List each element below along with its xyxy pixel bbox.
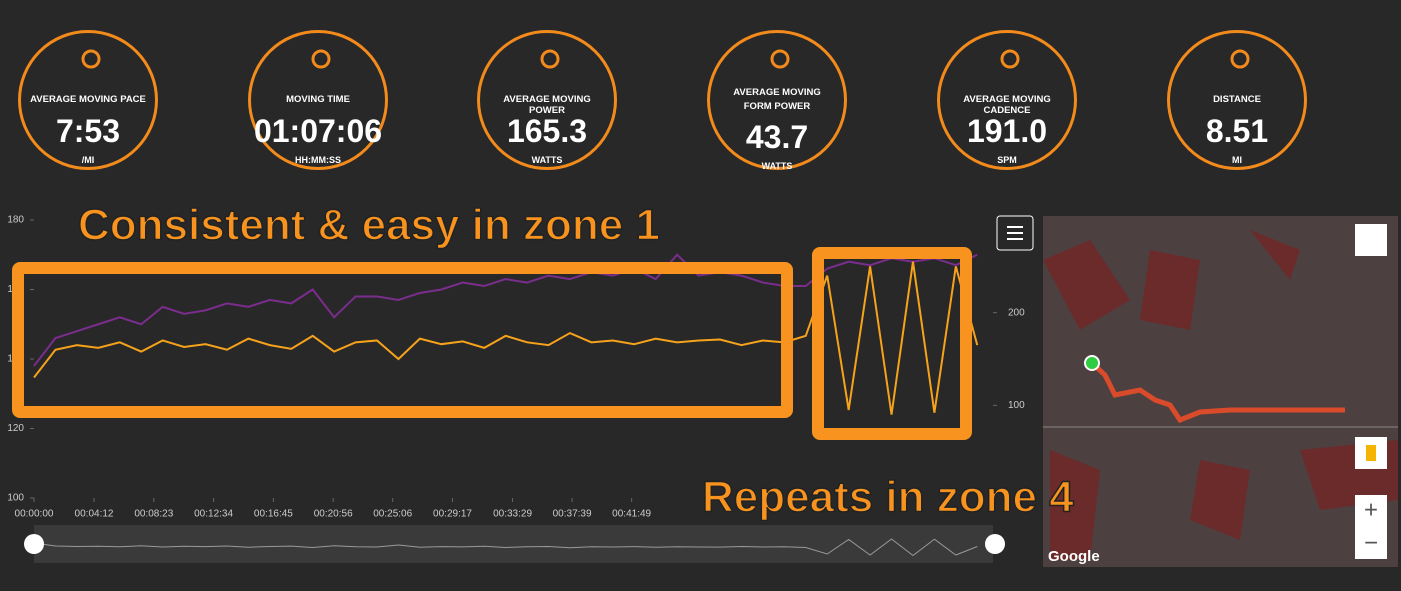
map-attribution: Google xyxy=(1048,548,1100,565)
start-marker xyxy=(1084,355,1100,371)
annotation-box xyxy=(12,262,793,418)
y-tick-label: 120 xyxy=(7,423,24,434)
stat-label: AVERAGE MOVING PACE xyxy=(30,94,146,105)
stat-label: MOVING TIME xyxy=(286,94,350,105)
x-tick-label: 00:00:00 xyxy=(15,509,54,520)
zoom-out[interactable]: − xyxy=(1364,529,1378,556)
map-region xyxy=(1043,230,1398,560)
stat-unit: WATTS xyxy=(531,155,563,165)
x-tick-label: 00:12:34 xyxy=(194,509,233,520)
series-line xyxy=(33,261,979,415)
navigator xyxy=(34,525,993,563)
stat-card: MOVING TIME 01:07:06 HH:MM:SS xyxy=(248,30,388,170)
stat-label: AVERAGE MOVING POWER xyxy=(503,94,591,116)
stat-value: 7:53 xyxy=(55,113,121,149)
stat-card: AVERAGE MOVING POWER 165.3 WATTS xyxy=(477,30,617,170)
fullscreen-button[interactable] xyxy=(1355,224,1387,256)
navigator-handle[interactable] xyxy=(985,534,1005,554)
stat-value: 191.0 xyxy=(966,113,1048,149)
annotation-box xyxy=(812,247,972,440)
stat-value: 8.51 xyxy=(1205,113,1269,149)
y-tick-label: 180 xyxy=(7,215,24,226)
y2-tick-label: 200 xyxy=(1008,307,1025,318)
stat-card: AVERAGE MOVING CADENCE 191.0 SPM xyxy=(937,30,1077,170)
stat-unit: HH:MM:SS xyxy=(295,155,341,165)
stat-icon xyxy=(1230,49,1250,69)
navigator-line xyxy=(33,538,978,557)
stat-icon xyxy=(770,49,790,69)
stat-value: 01:07:06 xyxy=(253,113,383,149)
y2-tick-label: 100 xyxy=(1008,400,1025,411)
x-tick-label: 00:20:56 xyxy=(314,509,353,520)
stat-label: AVERAGE MOVING CADENCE xyxy=(963,94,1051,116)
x-tick-label: 00:33:29 xyxy=(493,509,532,520)
stat-label: DISTANCE xyxy=(1213,94,1261,105)
annotation: Repeats in zone 4 xyxy=(702,473,1074,522)
navigator-handle[interactable] xyxy=(24,534,44,554)
stat-card: DISTANCE 8.51 MI xyxy=(1167,30,1307,170)
stat-unit: SPM xyxy=(997,155,1017,165)
x-tick-label: 00:08:23 xyxy=(134,509,173,520)
stat-card: AVERAGE MOVING FORM POWER 43.7 WATTS xyxy=(707,30,847,171)
stat-icon xyxy=(540,49,560,69)
stat-icon xyxy=(1000,49,1020,69)
stat-card: AVERAGE MOVING PACE 7:53/MI xyxy=(18,30,158,170)
stat-unit: WATTS xyxy=(761,161,793,171)
x-tick-label: 00:41:49 xyxy=(612,509,651,520)
x-tick-label: 00:37:39 xyxy=(553,509,592,520)
stat-value: 165.3 xyxy=(506,113,588,149)
annotation: Consistent & easy in zone 1 xyxy=(78,201,660,250)
menu-icon xyxy=(1007,226,1023,240)
stat-label: AVERAGE MOVING FORM POWER xyxy=(733,87,821,112)
zoom-in[interactable]: + xyxy=(1364,496,1378,523)
stat-unit: MI xyxy=(1232,155,1242,165)
x-tick-label: 00:29:17 xyxy=(433,509,472,520)
x-tick-label: 00:16:45 xyxy=(254,509,293,520)
zoom-control[interactable] xyxy=(1355,495,1387,559)
x-tick-label: 00:04:12 xyxy=(75,509,114,520)
x-tick-label: 00:25:06 xyxy=(373,509,412,520)
route xyxy=(1090,361,1345,424)
stat-unit: /MI xyxy=(81,155,95,165)
pegman xyxy=(1366,445,1376,461)
stat-icon xyxy=(311,49,331,69)
stat-value: 43.7 xyxy=(745,119,809,155)
map: + − Google xyxy=(1043,216,1398,567)
y-tick-label: 100 xyxy=(7,493,24,504)
stat-icon xyxy=(81,49,101,69)
